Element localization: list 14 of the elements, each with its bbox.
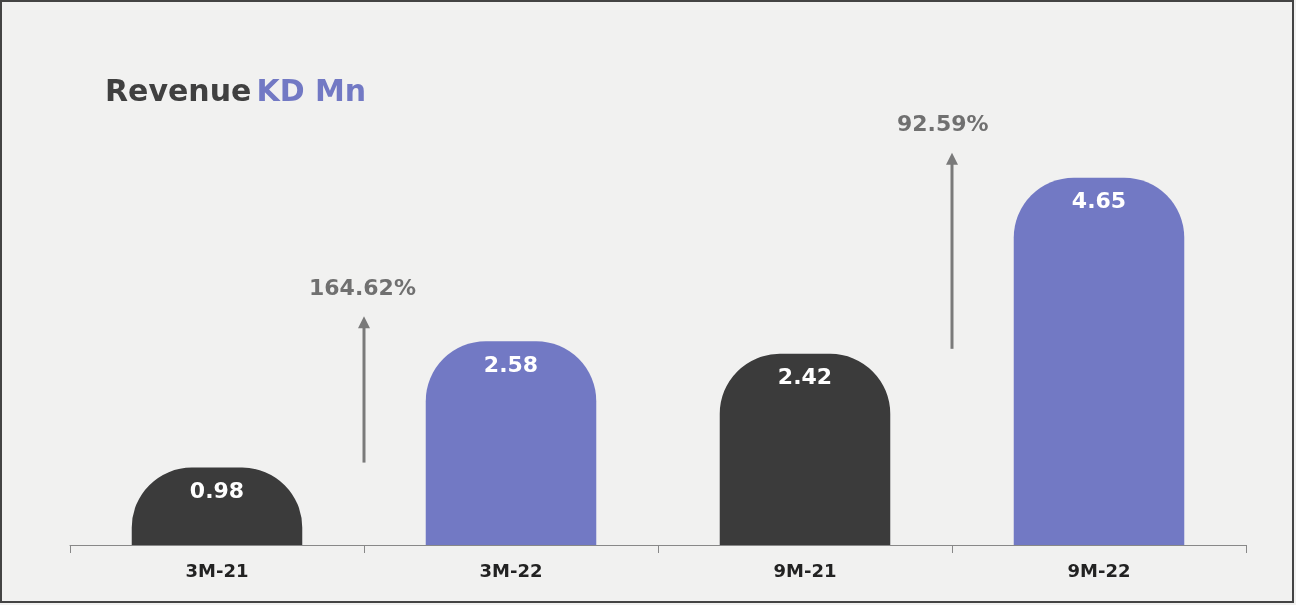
bar xyxy=(425,341,597,545)
data-label: 2.58 xyxy=(483,351,539,377)
data-label: 2.42 xyxy=(777,364,833,390)
data-label: 4.65 xyxy=(1071,188,1127,214)
chart-title: Revenue KD Mn xyxy=(105,72,367,108)
x-tick-label: 3M-21 xyxy=(185,559,249,581)
x-tick-label: 9M-22 xyxy=(1067,559,1131,581)
x-tick-label: 9M-21 xyxy=(773,559,837,581)
text: 92.59% xyxy=(897,111,989,137)
data-label: 0.98 xyxy=(189,478,245,504)
bar xyxy=(719,353,891,545)
x-tick-label: 3M-22 xyxy=(479,559,543,581)
bar xyxy=(1013,177,1185,545)
annotation: 164.62% xyxy=(309,274,416,300)
